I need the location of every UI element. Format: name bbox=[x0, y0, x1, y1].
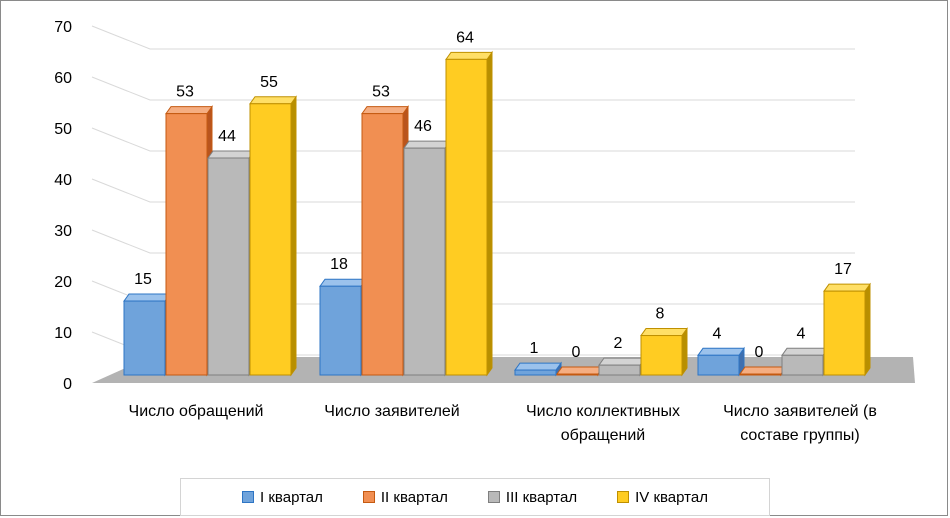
y-tick-label: 30 bbox=[54, 223, 72, 240]
gridline bbox=[91, 76, 855, 101]
bar bbox=[445, 58, 488, 376]
bar-top bbox=[403, 140, 451, 149]
legend-swatch bbox=[617, 491, 630, 503]
bar-side bbox=[681, 326, 688, 377]
data-label: 44 bbox=[218, 128, 236, 145]
legend-label: I квартал bbox=[260, 488, 323, 506]
bar bbox=[697, 354, 740, 376]
x-tick-label: Число коллективных bbox=[526, 403, 680, 420]
bar-top bbox=[823, 283, 871, 292]
gridline bbox=[91, 127, 855, 152]
bar bbox=[207, 157, 250, 376]
bar bbox=[556, 373, 599, 376]
x-tick-label: Число заявителей bbox=[324, 403, 459, 420]
legend-label: IV квартал bbox=[635, 488, 708, 506]
bar-top bbox=[445, 51, 493, 60]
y-tick-label: 20 bbox=[54, 274, 72, 291]
legend-swatch bbox=[362, 491, 375, 503]
y-tick-label: 10 bbox=[54, 325, 72, 342]
bar bbox=[598, 364, 641, 376]
bar-top bbox=[697, 347, 745, 356]
bar-top bbox=[319, 278, 367, 287]
data-label: 53 bbox=[372, 84, 390, 101]
bar bbox=[781, 354, 824, 376]
y-tick-label: 50 bbox=[54, 121, 72, 138]
bar-top bbox=[598, 357, 646, 366]
bar-top bbox=[781, 347, 829, 356]
bar bbox=[823, 290, 866, 376]
y-tick-label: 60 bbox=[54, 70, 72, 87]
legend-item: II квартал bbox=[362, 488, 448, 506]
legend-item: I квартал bbox=[242, 489, 323, 506]
y-tick-label: 70 bbox=[54, 19, 72, 36]
bar bbox=[249, 103, 292, 376]
data-label: 2 bbox=[614, 335, 623, 352]
chart-legend: I квартал II квартал III квартал IV квартал bbox=[180, 478, 770, 516]
bar bbox=[123, 300, 166, 376]
bar bbox=[319, 285, 362, 376]
data-label: 46 bbox=[414, 118, 432, 135]
data-label: 4 bbox=[713, 325, 722, 342]
data-label: 0 bbox=[572, 344, 581, 361]
data-label: 18 bbox=[330, 256, 348, 273]
legend-swatch bbox=[487, 491, 500, 503]
x-tick-label: Число заявителей (в bbox=[723, 403, 877, 420]
gridline bbox=[91, 229, 855, 254]
bar-top bbox=[739, 366, 787, 375]
legend-label: III квартал bbox=[505, 488, 578, 506]
y-tick-label: 0 bbox=[63, 376, 72, 393]
x-tick-label: обращений bbox=[561, 427, 645, 444]
bar bbox=[640, 335, 683, 376]
x-tick-label: Число обращений bbox=[129, 403, 264, 420]
gridline bbox=[91, 178, 855, 203]
x-tick-label: составе группы) bbox=[740, 427, 860, 444]
data-label: 4 bbox=[797, 325, 806, 342]
bar-top bbox=[556, 366, 604, 375]
bar-side bbox=[290, 95, 297, 377]
legend-swatch bbox=[242, 491, 255, 503]
bar bbox=[165, 113, 208, 376]
bar-top bbox=[165, 106, 213, 115]
data-label: 1 bbox=[530, 340, 539, 357]
bar-top bbox=[640, 328, 688, 337]
gridline bbox=[91, 25, 855, 50]
bar-top bbox=[123, 293, 171, 302]
legend-item: IV квартал bbox=[617, 489, 708, 506]
bar bbox=[361, 113, 404, 376]
data-label: 17 bbox=[834, 261, 852, 278]
bar-chart: 0 10 20 30 40 50 60 70 15 18 1 4 53 53 0 0 44 46 2 4 55 64 8 17… bbox=[54, 19, 915, 444]
bar bbox=[739, 373, 782, 376]
data-label: 8 bbox=[656, 306, 665, 323]
bar-side bbox=[864, 282, 871, 377]
bar-top bbox=[249, 96, 297, 105]
y-tick-label: 40 bbox=[54, 172, 72, 189]
bar-side bbox=[486, 50, 493, 377]
data-label: 0 bbox=[755, 344, 764, 361]
bar bbox=[514, 369, 557, 376]
legend-item: III квартал bbox=[487, 488, 578, 506]
data-label: 55 bbox=[260, 74, 278, 91]
data-label: 53 bbox=[176, 84, 194, 101]
bar-top bbox=[514, 362, 562, 371]
legend-label: II квартал bbox=[380, 488, 448, 506]
bar-top bbox=[361, 106, 409, 115]
data-label: 64 bbox=[456, 29, 474, 46]
bar-top bbox=[207, 150, 255, 159]
data-label: 15 bbox=[134, 271, 152, 288]
bar bbox=[403, 147, 446, 376]
